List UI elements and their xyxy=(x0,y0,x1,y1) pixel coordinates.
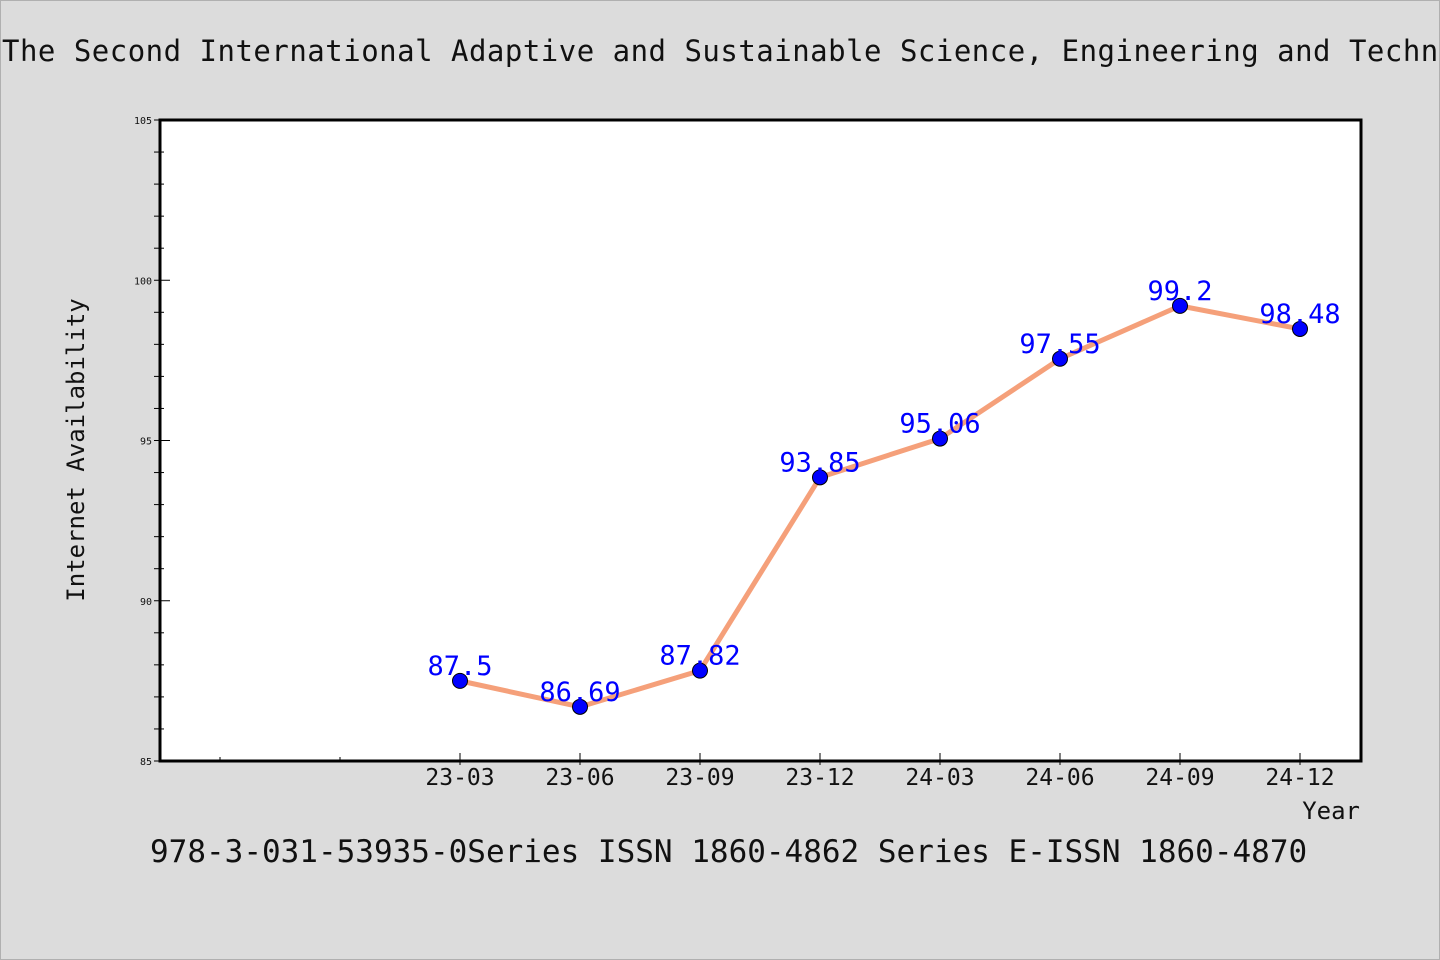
data-label: 87.82 xyxy=(659,641,740,672)
x-tick-label: 24-03 xyxy=(905,765,974,791)
x-tick-label: 23-06 xyxy=(545,765,614,791)
data-point xyxy=(452,672,468,689)
x-tick-label: 23-03 xyxy=(425,765,494,791)
data-label: 99.2 xyxy=(1147,276,1212,307)
data-point xyxy=(1172,297,1188,314)
page-title: The Second International Adaptive and Su… xyxy=(2,34,1438,68)
data-point xyxy=(812,469,828,486)
plot-area xyxy=(160,120,1361,761)
x-tick-label: 23-09 xyxy=(665,765,734,791)
y-axis-label: Internet Availability xyxy=(62,298,90,601)
y-tick-label: 85 xyxy=(140,757,152,768)
data-label: 87.5 xyxy=(427,651,492,682)
x-tick-label: 24-09 xyxy=(1145,765,1214,791)
footer-caption: 978-3-031-53935-0Series ISSN 1860-4862 S… xyxy=(150,834,1308,870)
y-tick-label: 105 xyxy=(134,116,152,127)
data-label: 95.06 xyxy=(899,409,980,440)
data-label: 93.85 xyxy=(779,447,860,478)
data-point xyxy=(572,698,588,715)
x-tick-label: 23-12 xyxy=(785,765,854,791)
data-point xyxy=(692,662,708,679)
series-line xyxy=(459,303,1301,710)
x-tick-label: 24-12 xyxy=(1265,765,1334,791)
data-label: 86.69 xyxy=(539,677,620,708)
data-points xyxy=(452,297,1308,715)
data-point xyxy=(1292,320,1308,337)
x-axis: 23-03 23-06 23-09 23-12 24-03 24-06 24-09 24-12 xyxy=(219,753,1335,791)
plot-border xyxy=(158,118,1363,763)
data-point xyxy=(1052,350,1068,367)
data-label: 98.48 xyxy=(1259,299,1340,330)
data-point xyxy=(932,430,948,447)
y-tick-label: 95 xyxy=(140,437,152,448)
x-axis-label: Year xyxy=(1302,797,1360,825)
data-labels: 87.5 86.69 87.82 93.85 95.06 97.55 99.2 98.48 xyxy=(427,276,1340,708)
y-tick-label: 100 xyxy=(134,276,152,287)
data-label: 97.55 xyxy=(1019,329,1100,360)
y-tick-label: 90 xyxy=(140,597,152,608)
x-tick-label: 24-06 xyxy=(1025,765,1094,791)
